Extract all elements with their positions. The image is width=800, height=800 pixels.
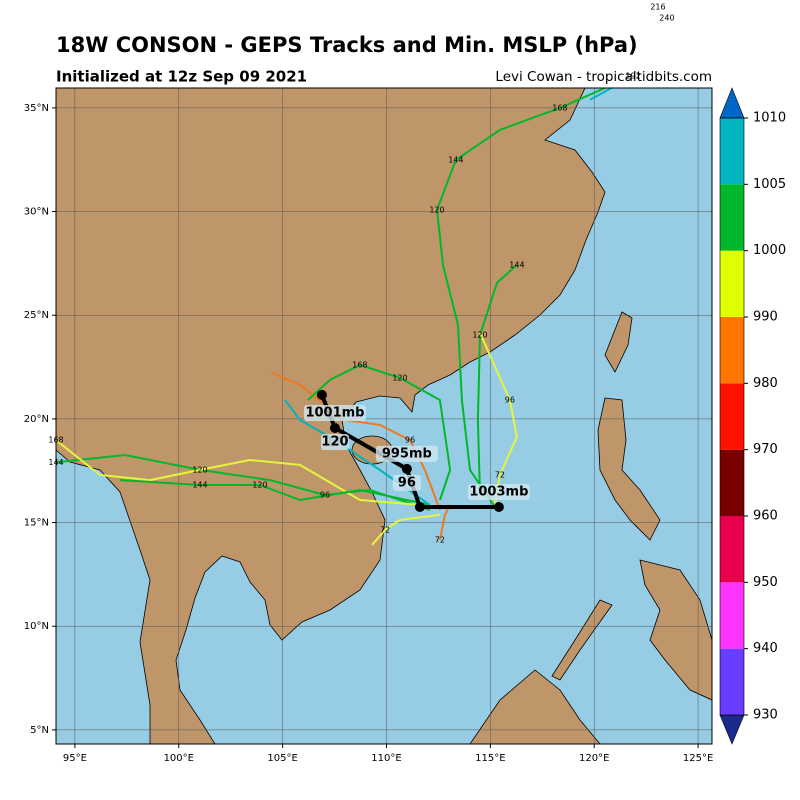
colorbar-tick-label: 940	[753, 641, 778, 656]
track-line	[56, 454, 431, 511]
label-box	[375, 445, 438, 462]
map-frame	[55, 87, 713, 745]
tracks	[56, 88, 614, 546]
track-line	[119, 479, 431, 506]
colorbar-under	[719, 714, 745, 745]
y-tick-label: 5°N	[30, 725, 49, 736]
x-tick-label: 95°E	[63, 753, 87, 764]
x-tick-label: 120°E	[579, 753, 609, 764]
colorbar-band	[720, 317, 744, 384]
colorbar: 930 940 950 960 970 980 990 1000 1005 1010	[719, 87, 786, 745]
y-tick-label: 10°N	[24, 621, 49, 632]
x-tick-label: 110°E	[371, 753, 401, 764]
colorbar-tick-label: 960	[753, 509, 778, 524]
colorbar-band	[720, 118, 744, 185]
colorbar-band	[720, 582, 744, 649]
mean-track-point	[329, 423, 340, 434]
hour-label: 120	[429, 205, 444, 214]
grid	[56, 88, 712, 744]
colorbar-tick-label: 930	[753, 708, 778, 723]
track-labels: 120 144 168 192 216 240 120 144 72 96 96 96 120 144 16…	[48, 2, 674, 544]
hour-label: 96	[320, 490, 330, 499]
colorbar-band	[720, 648, 744, 715]
hour-label: 120	[472, 330, 487, 339]
mean-track-point	[414, 502, 425, 513]
hour-label: 96	[505, 396, 515, 405]
y-tick-label: 30°N	[24, 207, 49, 218]
colorbar-tick-label: 980	[753, 376, 778, 391]
hour-label: 192	[625, 71, 640, 80]
colorbar-band	[720, 449, 744, 516]
hour-label: 96	[405, 436, 415, 445]
hour-label: 72	[435, 535, 445, 544]
mean-track-point	[316, 389, 327, 400]
hour-label: 168	[552, 103, 567, 112]
mslp-label: 995mb	[382, 446, 432, 461]
hour-label: 240	[659, 13, 674, 22]
hour-label: 168	[48, 436, 63, 445]
axes: 95°E 100°E 105°E 110°E 115°E 120°E 125°E 5°N 10°…	[24, 103, 714, 764]
colorbar-tick-label: 950	[753, 575, 778, 590]
x-tick-label: 125°E	[683, 753, 713, 764]
colorbar-band	[720, 184, 744, 251]
y-tick-label: 35°N	[24, 103, 49, 114]
taiwan	[604, 311, 633, 373]
x-tick-label: 115°E	[475, 753, 505, 764]
colorbar-tick-label: 1010	[753, 111, 786, 126]
colorbar-tick-label: 1000	[753, 243, 786, 258]
visayas-mindanao	[639, 559, 712, 701]
track-line	[56, 439, 420, 506]
hour-label: 72	[495, 470, 505, 479]
hour-label: 96	[398, 475, 416, 490]
hour-label: 144	[509, 260, 524, 269]
mslp-label: 1001mb	[305, 406, 364, 421]
label-box	[320, 434, 349, 451]
colorbar-band	[720, 383, 744, 450]
mean-track-point	[493, 502, 504, 513]
x-tick-label: 105°E	[267, 753, 297, 764]
x-tick-label: 100°E	[164, 753, 194, 764]
hour-label: 120	[392, 373, 407, 382]
basemap	[56, 88, 712, 744]
colorbar-band	[720, 250, 744, 317]
label-box	[392, 474, 421, 491]
label-box	[303, 405, 366, 422]
subtitle: Initialized at 12z Sep 09 2021	[56, 68, 307, 86]
hour-label: 144	[192, 481, 207, 490]
palawan	[551, 599, 613, 681]
mean-track-point	[401, 463, 412, 474]
hour-label: 144	[448, 155, 463, 164]
hour-label: 72	[380, 526, 390, 535]
label-box	[467, 484, 530, 501]
hour-label: 120	[192, 465, 207, 474]
colorbar-tick-label: 990	[753, 310, 778, 325]
colorbar-tick-label: 1005	[753, 177, 786, 192]
y-tick-label: 25°N	[24, 310, 49, 321]
hour-label: 168	[352, 360, 367, 369]
track-line	[436, 88, 606, 508]
hour-label: 216	[650, 2, 665, 11]
hour-label: 120	[252, 481, 267, 490]
title: 18W CONSON - GEPS Tracks and Min. MSLP (…	[56, 33, 638, 57]
track-line	[271, 371, 441, 511]
colorbar-frame	[719, 117, 745, 716]
hour-label: 144	[48, 458, 63, 467]
mslp-label: 1003mb	[469, 485, 528, 500]
luzon	[597, 397, 661, 541]
hour-label: 120	[321, 435, 348, 450]
borneo	[469, 669, 601, 744]
y-tick-label: 20°N	[24, 414, 49, 425]
y-tick-label: 15°N	[24, 518, 49, 529]
credit: Levi Cowan - tropicaltidbits.com	[495, 69, 712, 85]
colorbar-tick-label: 970	[753, 442, 778, 457]
track-line	[371, 513, 441, 546]
colorbar-band	[720, 516, 744, 583]
track-line	[307, 364, 452, 501]
colorbar-over	[719, 87, 745, 119]
